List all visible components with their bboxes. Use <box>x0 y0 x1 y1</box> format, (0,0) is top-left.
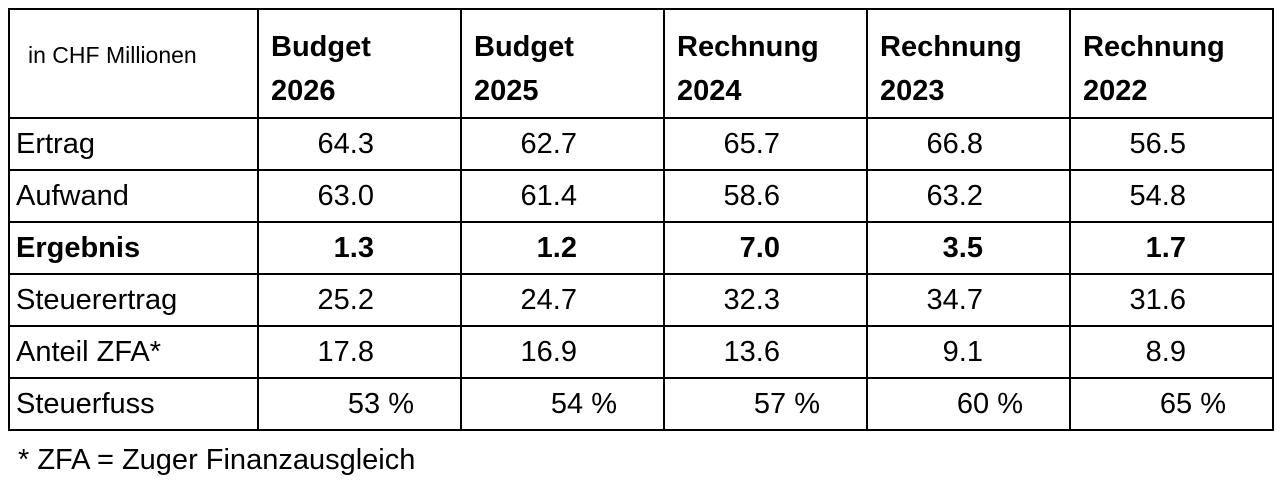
zfa-footnote: * ZFA = Zuger Finanzausgleich <box>18 444 416 476</box>
financial-table: in CHF Millionen Budget 2026 Budget 2025… <box>8 8 1274 431</box>
value-cell: 60 % <box>866 377 1071 431</box>
column-header-year: 2025 <box>474 75 539 107</box>
value-cell: 66.8 <box>866 117 1071 171</box>
value-cell: 7.0 <box>663 221 868 275</box>
table-row-steuerfuss: Steuerfuss 53 % 54 % 57 % 60 % 65 % <box>8 377 1274 431</box>
column-header-year: 2022 <box>1083 75 1148 107</box>
value-cell: 13.6 <box>663 325 868 379</box>
value-cell: 8.9 <box>1069 325 1274 379</box>
column-header-rechnung-2024: Rechnung 2024 <box>663 8 868 119</box>
value-cell: 54.8 <box>1069 169 1274 223</box>
value-cell: 65 % <box>1069 377 1274 431</box>
value-cell: 64.3 <box>257 117 462 171</box>
column-header-year: 2026 <box>271 75 336 107</box>
value-cell: 58.6 <box>663 169 868 223</box>
value-cell: 63.0 <box>257 169 462 223</box>
row-label: Steuerfuss <box>8 377 259 431</box>
value-cell: 1.7 <box>1069 221 1274 275</box>
column-header-year: 2024 <box>677 75 742 107</box>
row-label: Anteil ZFA* <box>8 325 259 379</box>
column-header-title: Rechnung <box>677 31 819 63</box>
column-header-title: Rechnung <box>880 31 1022 63</box>
value-cell: 57 % <box>663 377 868 431</box>
column-header-title: Budget <box>271 31 371 63</box>
row-label: Ergebnis <box>8 221 259 275</box>
value-cell: 63.2 <box>866 169 1071 223</box>
table-row-steuerertrag: Steuerertrag 25.2 24.7 32.3 34.7 31.6 <box>8 273 1274 327</box>
table-row-ergebnis: Ergebnis 1.3 1.2 7.0 3.5 1.7 <box>8 221 1274 275</box>
value-cell: 54 % <box>460 377 665 431</box>
value-cell: 1.3 <box>257 221 462 275</box>
value-cell: 16.9 <box>460 325 665 379</box>
value-cell: 24.7 <box>460 273 665 327</box>
value-cell: 17.8 <box>257 325 462 379</box>
value-cell: 53 % <box>257 377 462 431</box>
value-cell: 25.2 <box>257 273 462 327</box>
value-cell: 34.7 <box>866 273 1071 327</box>
table-row-ertrag: Ertrag 64.3 62.7 65.7 66.8 56.5 <box>8 117 1274 171</box>
column-header-rechnung-2023: Rechnung 2023 <box>866 8 1071 119</box>
value-cell: 9.1 <box>866 325 1071 379</box>
value-cell: 65.7 <box>663 117 868 171</box>
value-cell: 56.5 <box>1069 117 1274 171</box>
value-cell: 3.5 <box>866 221 1071 275</box>
row-label: Steuerertrag <box>8 273 259 327</box>
column-header-title: Rechnung <box>1083 31 1225 63</box>
column-header-year: 2023 <box>880 75 945 107</box>
value-cell: 32.3 <box>663 273 868 327</box>
column-header-budget-2026: Budget 2026 <box>257 8 462 119</box>
unit-label: in CHF Millionen <box>28 42 197 68</box>
row-label: Aufwand <box>8 169 259 223</box>
value-cell: 1.2 <box>460 221 665 275</box>
value-cell: 61.4 <box>460 169 665 223</box>
table-row-anteil-zfa: Anteil ZFA* 17.8 16.9 13.6 9.1 8.9 <box>8 325 1274 379</box>
table-row-aufwand: Aufwand 63.0 61.4 58.6 63.2 54.8 <box>8 169 1274 223</box>
header-row: in CHF Millionen Budget 2026 Budget 2025… <box>8 8 1274 119</box>
value-cell: 62.7 <box>460 117 665 171</box>
row-label: Ertrag <box>8 117 259 171</box>
value-cell: 31.6 <box>1069 273 1274 327</box>
column-header-rechnung-2022: Rechnung 2022 <box>1069 8 1274 119</box>
column-header-budget-2025: Budget 2025 <box>460 8 665 119</box>
column-header-title: Budget <box>474 31 574 63</box>
unit-label-cell: in CHF Millionen <box>8 8 259 119</box>
